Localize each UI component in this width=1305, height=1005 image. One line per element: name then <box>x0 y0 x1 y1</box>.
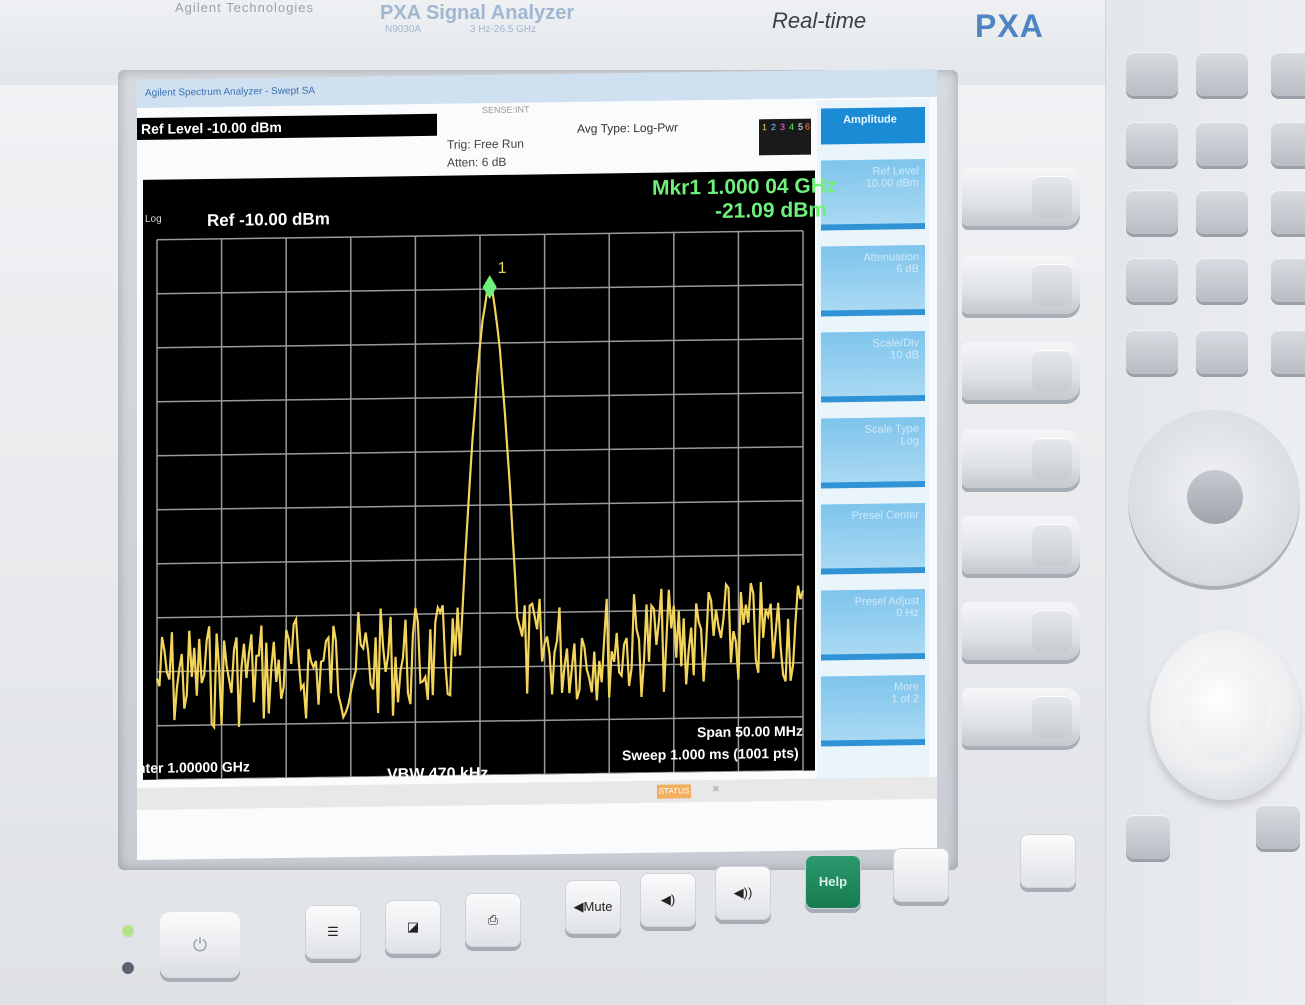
print-button[interactable]: ⎙ <box>465 893 521 947</box>
preset-key[interactable] <box>1126 258 1178 302</box>
freq-key[interactable] <box>1271 52 1305 96</box>
softkey-button-3[interactable] <box>962 342 1080 400</box>
amplitude-key[interactable] <box>1271 190 1305 234</box>
graticule-horizontal-line <box>157 715 803 727</box>
span-value: Span 50.00 MHz <box>697 722 803 741</box>
marker-number-label: 1 <box>498 260 507 277</box>
series-logo: PXA <box>975 8 1044 44</box>
span-key[interactable] <box>1271 122 1305 166</box>
marker-amplitude: -21.09 dBm <box>715 198 828 223</box>
speaker-icon: ◀ <box>573 899 584 914</box>
softkey-value: 6 dB <box>896 263 919 276</box>
mute-label: Mute <box>583 899 613 914</box>
status-tag: STATUS <box>657 784 691 799</box>
trace-digit: 6 <box>804 121 810 132</box>
meas-setup-key[interactable] <box>1196 122 1248 166</box>
softkey-button-1[interactable] <box>962 168 1080 226</box>
softkey-value: 1 of 2 <box>891 693 919 706</box>
sense-indicator: SENSE:INT <box>482 104 530 116</box>
ref-level-entry[interactable]: Ref Level -10.00 dBm <box>137 113 437 140</box>
help-button[interactable]: Help <box>805 855 861 909</box>
brand-name: Agilent Technologies <box>175 0 315 15</box>
trace-key[interactable] <box>1196 330 1248 374</box>
full-screen-button[interactable] <box>893 848 949 902</box>
graticule-horizontal-line <box>157 499 803 511</box>
softkey-button-6[interactable] <box>962 602 1080 660</box>
avg-type-status: Avg Type: Log-Pwr <box>577 120 678 136</box>
file-key[interactable] <box>1126 330 1178 374</box>
back-key[interactable] <box>1126 815 1170 859</box>
softkey-scale-div[interactable]: Scale/Div 10 dB <box>821 330 925 403</box>
center-frequency: nter 1.00000 GHz <box>137 758 250 776</box>
nav-select-button[interactable] <box>1187 470 1243 524</box>
volume-up-icon: ◀)) <box>733 885 753 900</box>
input-output-key[interactable] <box>1196 190 1248 234</box>
mute-button[interactable]: ◀Mute <box>565 880 621 934</box>
sweep-key[interactable] <box>1271 330 1305 374</box>
softkey-button-2[interactable] <box>962 256 1080 314</box>
marker-frequency: Mkr1 1.000 04 GHz <box>652 174 837 200</box>
status-message: ✖ <box>712 783 720 794</box>
volume-up-button[interactable]: ◀)) <box>715 866 771 920</box>
trace-digit: 3 <box>779 121 785 133</box>
softkey-value: 10 dB <box>890 349 919 362</box>
spectrum-plot: 1 <box>143 170 815 780</box>
ref-level-label: Ref -10.00 dBm <box>207 209 330 231</box>
display-screen: Agilent Spectrum Analyzer - Swept SA Ref… <box>137 68 937 861</box>
trigger-status: Trig: Free Run <box>447 136 524 152</box>
attenuation-status: Atten: 6 dB <box>447 154 507 170</box>
trace-digit: 2 <box>770 122 776 133</box>
softkey-presel-center[interactable]: Presel Center <box>821 502 925 575</box>
softkey-more[interactable]: More 1 of 2 <box>821 674 925 747</box>
power-led <box>122 925 134 937</box>
auto-couple-key[interactable] <box>1271 258 1305 302</box>
sweep-time: Sweep 1.000 ms (1001 pts) <box>622 744 799 764</box>
zoom-window-button[interactable]: ◪ <box>385 900 441 954</box>
softkey-presel-adjust[interactable]: Presel Adjust 0 Hz <box>821 588 925 661</box>
softkey-ref-level[interactable]: Ref Level -10.00 dBm <box>821 158 925 231</box>
mode-setup-key[interactable] <box>1126 122 1178 166</box>
spectrum-trace-svg: 1 <box>155 229 805 780</box>
softkey-menu: Amplitude Ref Level -10.00 dBm Attenuati… <box>817 98 929 781</box>
softkey-value: Log <box>900 435 919 448</box>
power-button[interactable]: ⏻ <box>160 912 240 978</box>
return-button[interactable] <box>1020 834 1076 888</box>
frequency-range: 3 Hz-26.5 GHz <box>470 24 537 35</box>
softkey-button-5[interactable] <box>962 516 1080 574</box>
mode-key[interactable] <box>1126 52 1178 96</box>
bw-key[interactable] <box>1196 258 1248 302</box>
tile-view-button[interactable]: ☰ <box>305 905 361 959</box>
softkey-value: 0 Hz <box>896 607 919 620</box>
realtime-label: Real-time <box>772 8 867 33</box>
marker-diamond <box>482 275 497 300</box>
volume-down-icon: ◀) <box>660 892 676 907</box>
status-bar <box>137 776 937 810</box>
graticule-horizontal-line <box>157 553 803 565</box>
system-key[interactable] <box>1126 190 1178 234</box>
softkey-title: Amplitude <box>821 106 925 145</box>
spectrum-trace <box>155 282 805 731</box>
video-bandwidth: VBW 470 kHz <box>387 765 489 784</box>
softkey-attenuation[interactable]: Attenuation 6 dB <box>821 244 925 317</box>
trace-digit: 4 <box>788 121 794 132</box>
softkey-label: Presel Center <box>851 509 919 523</box>
enter-key[interactable] <box>1256 805 1300 849</box>
model-name: PXA Signal Analyzer <box>380 2 575 24</box>
scale-type-label: Log <box>145 213 162 225</box>
trace-indicator: 1 2 3 4 5 6 <box>759 118 811 156</box>
volume-down-button[interactable]: ◀) <box>640 873 696 927</box>
model-number: N9030A <box>385 24 422 35</box>
softkey-button-7[interactable] <box>962 688 1080 746</box>
standby-led <box>122 962 134 974</box>
graticule-horizontal-line <box>157 769 803 780</box>
knob-center <box>1178 660 1268 760</box>
softkey-scale-type[interactable]: Scale Type Log <box>821 416 925 489</box>
softkey-button-4[interactable] <box>962 430 1080 488</box>
trace-digit: 1 <box>761 122 767 133</box>
meas-key[interactable] <box>1196 52 1248 96</box>
